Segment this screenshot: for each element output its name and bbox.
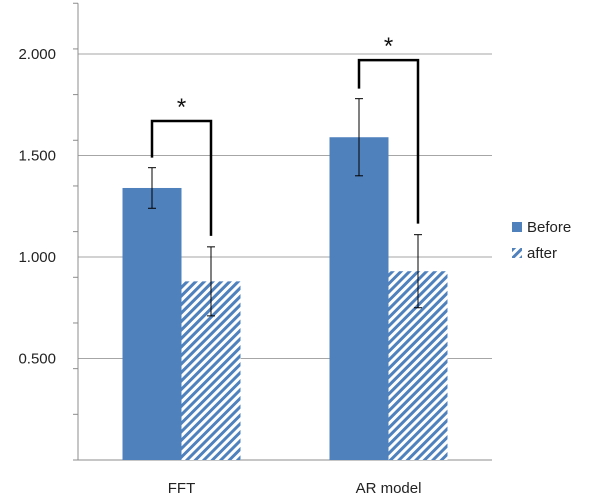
y-tick-label: 1.500 — [18, 148, 56, 165]
legend-swatch-after — [512, 248, 522, 258]
significance-star: * — [177, 94, 186, 121]
bar-before-ar-model — [329, 137, 389, 461]
legend-label-after: after — [527, 244, 558, 262]
y-tick-label: 2.000 — [18, 46, 56, 63]
legend-label-before: Before — [527, 218, 572, 236]
significance-annotations: ** — [150, 33, 420, 236]
legend-item-after: after — [512, 240, 595, 266]
legend-swatch-before — [512, 222, 522, 232]
significance-star: * — [384, 33, 393, 60]
error-bars — [148, 98, 422, 317]
bars — [122, 137, 448, 461]
significance-bracket — [357, 58, 420, 224]
y-tick-label: 0.500 — [18, 351, 56, 368]
significance-bracket — [150, 119, 213, 236]
y-tick-label: 1.000 — [18, 249, 56, 266]
x-tick-label: FFT — [168, 480, 196, 497]
legend: Before after — [512, 214, 595, 266]
bar-before-fft — [122, 187, 182, 461]
legend-item-before: Before — [512, 214, 595, 240]
x-tick-label: AR model — [356, 480, 422, 497]
